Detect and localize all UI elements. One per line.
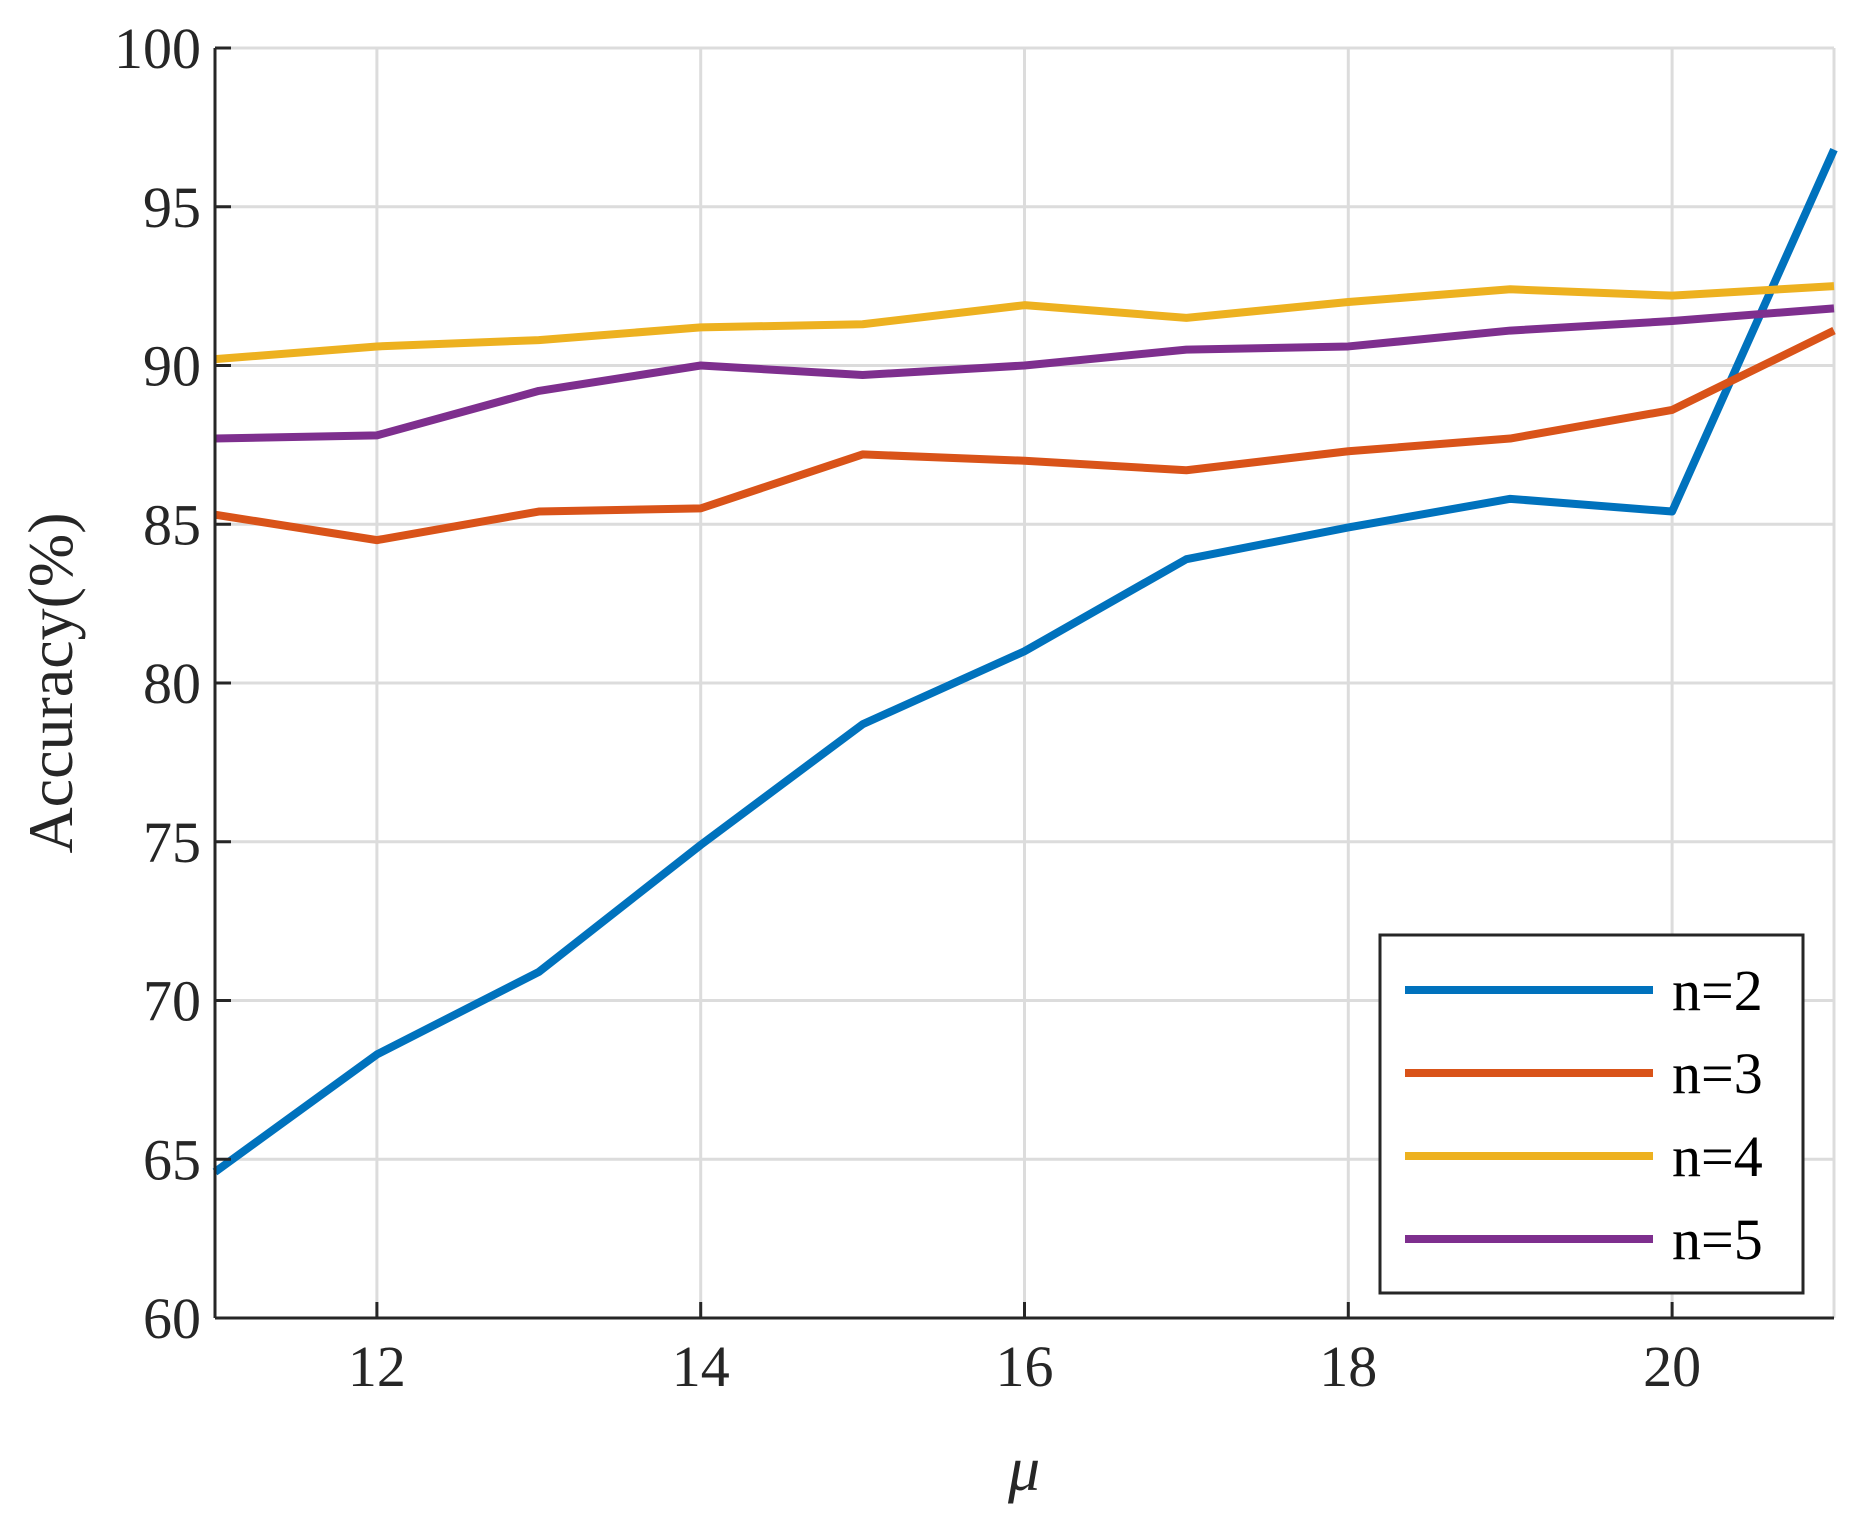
y-tick-label: 85 <box>143 492 201 557</box>
series-line-n=4 <box>214 282 1835 364</box>
y-ticks: 60 65 70 75 80 85 90 95 100 <box>114 16 231 1351</box>
legend-box <box>1378 933 1805 1295</box>
x-tick-label: 20 <box>1643 1334 1701 1399</box>
legend: n=2 n=3 n=4 n=5 <box>1378 933 1805 1295</box>
series-line-n=2 <box>212 147 1838 1176</box>
series-line-n=3 <box>214 326 1836 545</box>
y-tick-label: 60 <box>143 1286 201 1351</box>
legend-label: n=4 <box>1672 1124 1763 1189</box>
y-tick-label: 100 <box>114 16 201 81</box>
legend-label: n=5 <box>1672 1207 1763 1272</box>
y-tick-label: 70 <box>143 969 201 1034</box>
series-lines <box>212 147 1838 1176</box>
legend-label: n=2 <box>1672 958 1763 1023</box>
y-tick-label: 65 <box>143 1127 201 1192</box>
x-tick-label: 14 <box>672 1334 730 1399</box>
series-line-n=5 <box>214 304 1835 443</box>
x-ticks: 12 14 16 18 20 <box>348 1302 1701 1399</box>
y-tick-label: 75 <box>143 810 201 875</box>
x-tick-label: 18 <box>1319 1334 1377 1399</box>
x-tick-label: 12 <box>348 1334 406 1399</box>
y-tick-label: 90 <box>143 334 201 399</box>
x-tick-label: 16 <box>996 1334 1054 1399</box>
y-tick-label: 95 <box>143 175 201 240</box>
x-axis-title: μ <box>1007 1433 1040 1504</box>
y-axis-title: Accuracy(%) <box>15 512 86 853</box>
legend-items: n=2 n=3 n=4 n=5 <box>1405 958 1763 1272</box>
legend-label: n=3 <box>1672 1041 1763 1106</box>
y-tick-label: 80 <box>143 651 201 716</box>
